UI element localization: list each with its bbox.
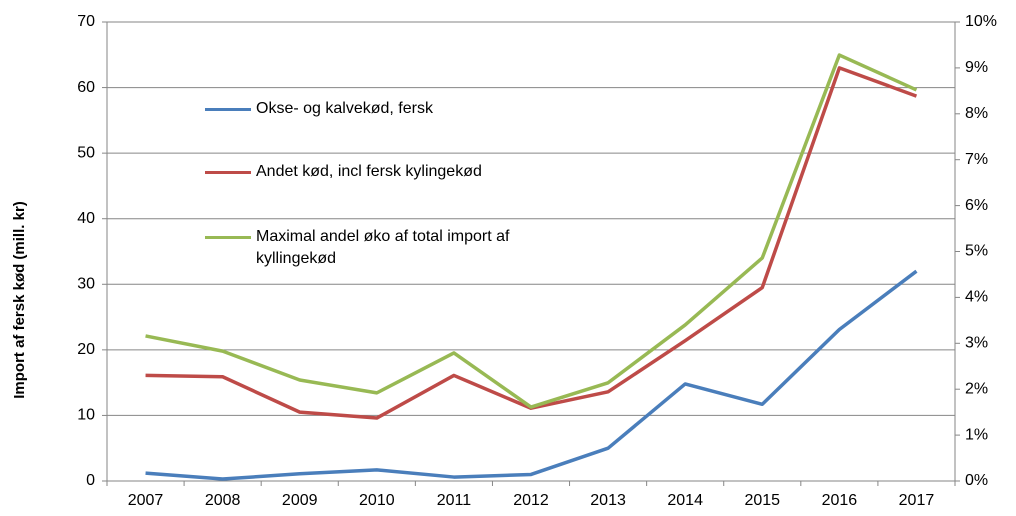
- legend-swatch: [205, 171, 251, 174]
- x-tick-label: 2010: [359, 492, 395, 509]
- y2-tick-label: 3%: [965, 335, 988, 352]
- series-line: [145, 53, 918, 409]
- y2-tick-label: 2%: [965, 380, 988, 397]
- y2-tick-label: 4%: [965, 289, 988, 306]
- legend-label: Maximal andel øko af total import af kyl…: [256, 228, 510, 267]
- series-line: [145, 269, 918, 481]
- y-tick-label: 30: [77, 276, 95, 293]
- x-tick-label: 2009: [282, 492, 318, 509]
- y-tick-label: 60: [77, 79, 95, 96]
- y-tick-label: 40: [77, 210, 95, 227]
- legend-entry: Andet kød, incl fersk kylingekød: [205, 161, 565, 183]
- y2-tick-label: 10%: [965, 13, 997, 30]
- legend-swatch: [205, 108, 251, 111]
- y2-tick-label: 0%: [965, 472, 988, 489]
- x-tick-label: 2013: [590, 492, 626, 509]
- legend-swatch: [205, 236, 251, 239]
- y2-tick-label: 1%: [965, 426, 988, 443]
- y2-tick-label: 6%: [965, 197, 988, 214]
- x-tick-label: 2015: [744, 492, 780, 509]
- x-tick-label: 2007: [128, 492, 164, 509]
- x-tick-label: 2011: [437, 492, 472, 509]
- x-tick-label: 2014: [667, 492, 703, 509]
- x-tick-label: 2016: [822, 492, 858, 509]
- y-tick-label: 20: [77, 341, 95, 358]
- y-tick-label: 10: [77, 407, 95, 424]
- legend-entry: Okse- og kalvekød, fersk: [205, 98, 565, 120]
- y2-tick-label: 5%: [965, 243, 988, 260]
- y2-tick-label: 9%: [965, 59, 988, 76]
- y-tick-label: 70: [77, 13, 95, 30]
- x-tick-label: 2017: [899, 492, 935, 509]
- y-tick-label: 50: [77, 144, 95, 161]
- x-tick-label: 2008: [205, 492, 241, 509]
- legend-entry: Maximal andel øko af total import af kyl…: [205, 226, 565, 270]
- y-axis-title: Import af fersk kød (mill. kr): [11, 201, 28, 399]
- x-tick-label: 2012: [513, 492, 549, 509]
- y2-tick-label: 8%: [965, 105, 988, 122]
- legend-label: Okse- og kalvekød, fersk: [256, 100, 433, 117]
- y-tick-label: 0: [86, 472, 95, 489]
- legend-label: Andet kød, incl fersk kylingekød: [256, 163, 482, 180]
- y2-tick-label: 7%: [965, 151, 988, 168]
